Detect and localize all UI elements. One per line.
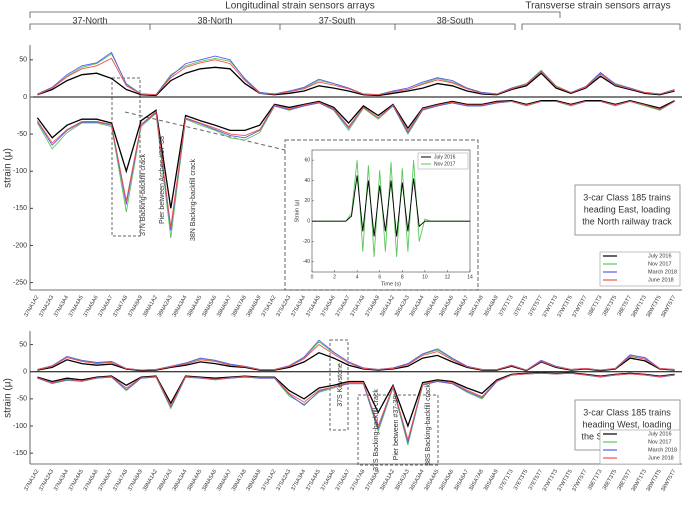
legend-label: March 2018 <box>648 447 677 453</box>
group-label: 37-North <box>72 15 107 25</box>
x-tick-label: 2 <box>333 274 336 280</box>
x-tick-label: 38WT5T7 <box>660 469 677 493</box>
x-axis-label: Time (s) <box>381 281 401 287</box>
x-tick-label: 37WT5T7 <box>571 295 588 319</box>
annotation: 37S Keystone <box>337 363 344 407</box>
x-tick-label: 12 <box>445 274 451 280</box>
y-axis-label: strain (μ) <box>3 148 14 188</box>
legend-label: Nov 2017 <box>648 261 672 267</box>
header-transverse: Transverse strain sensors arrays <box>525 1 670 12</box>
highlight-box <box>329 339 349 431</box>
annotation: 38S Backing-backfill crack <box>425 384 432 466</box>
y-tick-label: 0 <box>307 218 310 224</box>
series-line <box>312 175 470 237</box>
legend-label: March 2018 <box>648 269 677 275</box>
inset-plot <box>311 149 471 273</box>
y-tick-label: 40 <box>304 178 310 184</box>
box-text: heading East, loading <box>584 204 671 214</box>
y-axis-label: strain (μ) <box>3 378 14 418</box>
annotation: Pier between #37-38 <box>393 396 400 461</box>
series-line <box>37 100 675 227</box>
y-tick-label: -150 <box>13 450 27 457</box>
y-tick-label: -40 <box>303 259 310 265</box>
y-tick-label: 60 <box>304 157 310 163</box>
y-tick-label: -100 <box>13 168 27 175</box>
highlight-box <box>111 77 141 237</box>
y-axis-label: Strain (μ) <box>294 199 300 222</box>
y-tick-label: -50 <box>17 131 27 138</box>
annotation: Pier between Arches #37-38 <box>159 136 166 224</box>
series-line <box>37 372 675 442</box>
bracket <box>521 23 681 30</box>
y-tick-label: 50 <box>19 57 27 64</box>
series-line <box>37 51 675 96</box>
x-tick-label: 10 <box>422 274 428 280</box>
annotation: 37N Backing-backfill crack <box>140 153 147 236</box>
annotation: 38N Backing-backfill crack <box>190 158 197 241</box>
text-box <box>574 184 681 236</box>
bracket <box>29 11 561 18</box>
box-text: 3-car Class 185 trains <box>583 407 671 417</box>
series-line <box>37 66 675 97</box>
y-tick-label: 0 <box>23 94 27 101</box>
x-tick-label: 8 <box>401 274 404 280</box>
series-line <box>36 100 675 209</box>
series-line <box>37 57 675 96</box>
x-tick-label: 38WT5T7 <box>660 295 677 319</box>
legend-label: June 2018 <box>648 277 674 283</box>
legend-label: July 2016 <box>648 253 672 259</box>
highlight-box <box>357 394 439 466</box>
legend-label: July 2016 <box>434 154 456 160</box>
box-text: the North railway track <box>582 216 672 226</box>
y-tick-label: -20 <box>303 239 310 245</box>
x-tick-label: 4 <box>356 274 359 280</box>
annotation: 37S Backing-backfill crack <box>373 389 380 471</box>
series-line <box>37 344 675 371</box>
group-label: 38-South <box>437 15 474 25</box>
bracket <box>29 23 516 30</box>
legend-label: Nov 2017 <box>648 439 672 445</box>
x-tick-label: 0 <box>311 274 314 280</box>
group-label: 38-North <box>197 15 232 25</box>
box-text: heading West, loading <box>583 419 672 429</box>
series-line <box>37 100 675 239</box>
series-line <box>37 351 675 372</box>
y-tick-label: -50 <box>17 396 27 403</box>
box-text: 3-car Class 185 trains <box>583 192 671 202</box>
legend-label: July 2016 <box>648 431 672 437</box>
header-longitudinal: Longitudinal strain sensors arrays <box>225 1 375 12</box>
series-line <box>37 372 675 428</box>
x-tick-label: 14 <box>467 274 473 280</box>
group-label: 37-South <box>319 15 356 25</box>
y-tick-label: -200 <box>13 242 27 249</box>
x-tick-label: 37WT5T7 <box>571 469 588 493</box>
y-tick-label: -150 <box>13 205 27 212</box>
legend-label: Nov 2017 <box>434 161 456 167</box>
y-tick-label: 0 <box>23 369 27 376</box>
y-tick-label: 20 <box>304 198 310 204</box>
x-tick-label: 6 <box>378 274 381 280</box>
y-tick-label: -100 <box>13 423 27 430</box>
y-tick-label: -250 <box>13 279 27 286</box>
legend-label: June 2018 <box>648 455 674 461</box>
y-tick-label: 50 <box>19 341 27 348</box>
